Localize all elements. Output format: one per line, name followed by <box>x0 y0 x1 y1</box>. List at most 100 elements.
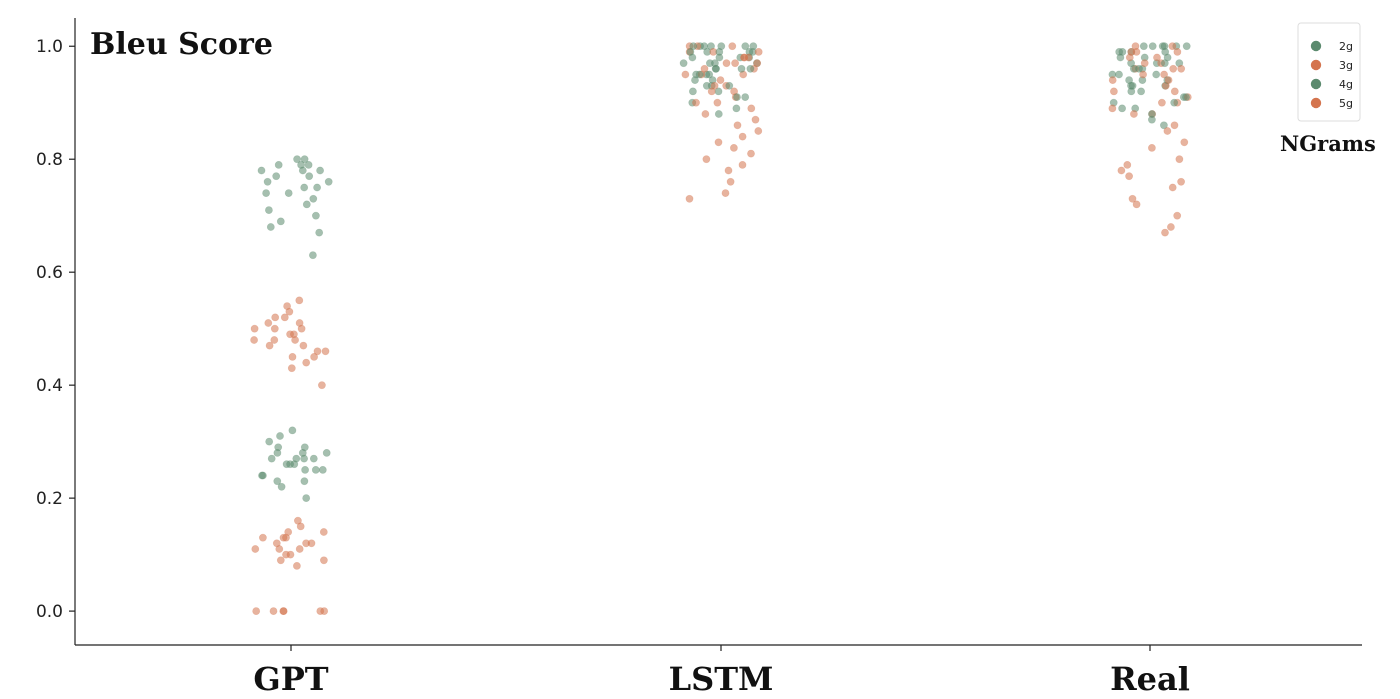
data-point <box>1173 211 1182 220</box>
data-point <box>1117 166 1126 175</box>
data-point <box>264 319 273 327</box>
data-point <box>317 381 326 390</box>
data-point <box>250 324 259 333</box>
data-point <box>1182 93 1190 101</box>
data-point <box>273 477 282 486</box>
data-point <box>1170 121 1179 130</box>
data-point <box>287 364 296 373</box>
x-category-label: GPT <box>253 660 328 698</box>
points-layer <box>250 42 1192 615</box>
legend-items: 2g 3g 4g 5g <box>1310 40 1353 110</box>
data-point <box>1110 87 1118 96</box>
data-point <box>753 59 762 68</box>
data-point <box>297 324 306 333</box>
data-point <box>705 70 714 79</box>
y-ticks: 0.0 0.2 0.4 0.6 0.8 1.0 <box>36 37 75 622</box>
data-point <box>712 64 720 73</box>
data-point <box>270 336 279 344</box>
data-point <box>283 302 291 310</box>
data-point <box>1158 98 1166 107</box>
data-point <box>706 59 714 68</box>
data-point <box>267 454 276 463</box>
data-point <box>1128 81 1137 90</box>
data-point <box>689 87 697 96</box>
data-point <box>263 177 272 186</box>
legend-marker <box>1310 78 1322 90</box>
data-point <box>731 59 739 68</box>
data-point <box>754 127 763 135</box>
data-point <box>288 352 297 361</box>
data-point <box>1115 70 1123 79</box>
data-point <box>728 42 737 51</box>
data-point <box>721 189 730 197</box>
data-point <box>313 347 322 356</box>
data-point <box>702 155 711 164</box>
data-point <box>1169 64 1178 73</box>
data-point <box>733 93 741 101</box>
data-point <box>1118 48 1127 56</box>
data-point <box>286 330 294 339</box>
data-point <box>274 443 283 452</box>
data-point <box>1140 59 1149 68</box>
data-point <box>1129 64 1138 73</box>
data-point <box>1164 76 1173 84</box>
data-point <box>269 607 278 615</box>
x-category-label: LSTM <box>669 660 774 698</box>
data-point <box>741 93 750 101</box>
data-point <box>1173 48 1182 56</box>
data-point <box>1177 177 1185 186</box>
data-point <box>257 166 266 175</box>
data-point <box>1158 42 1167 51</box>
data-point <box>1137 87 1145 96</box>
data-point <box>740 53 748 62</box>
data-point <box>714 110 723 118</box>
data-point <box>302 539 310 548</box>
data-point <box>726 177 735 186</box>
data-point <box>274 160 283 169</box>
data-point <box>276 556 285 565</box>
data-point <box>1139 70 1147 79</box>
data-point <box>279 607 288 615</box>
data-point <box>308 251 317 260</box>
data-point <box>320 607 329 615</box>
data-point <box>1161 228 1169 237</box>
data-point <box>251 545 260 553</box>
data-point <box>264 206 273 214</box>
data-point <box>730 143 738 152</box>
data-point <box>1127 48 1136 56</box>
data-point <box>695 70 704 79</box>
data-point <box>1125 172 1133 181</box>
data-point <box>302 358 311 367</box>
data-point <box>316 166 324 175</box>
data-point <box>1167 223 1175 231</box>
data-point <box>722 59 731 68</box>
data-point <box>318 465 327 474</box>
data-point <box>679 59 688 68</box>
data-point <box>1108 104 1117 113</box>
data-point <box>685 194 694 203</box>
data-point <box>1128 194 1137 203</box>
data-point <box>258 471 266 480</box>
data-point <box>749 42 758 51</box>
data-point <box>1168 183 1177 192</box>
y-tick-label: 0.4 <box>36 376 63 396</box>
data-point <box>311 465 320 474</box>
data-point <box>276 432 284 440</box>
data-point <box>262 189 270 197</box>
data-point <box>293 155 301 164</box>
data-point <box>747 149 755 158</box>
data-point <box>265 341 274 350</box>
data-point <box>265 437 274 446</box>
data-point <box>313 183 321 192</box>
data-point <box>300 155 309 164</box>
data-point <box>725 81 734 90</box>
data-point <box>1118 104 1126 113</box>
y-tick-label: 0.2 <box>36 489 63 509</box>
data-point <box>1160 121 1168 130</box>
legend: 2g 3g 4g 5g NGrams <box>1280 22 1376 156</box>
data-point <box>290 460 299 469</box>
data-point <box>277 482 286 491</box>
y-tick-label: 1.0 <box>36 37 63 57</box>
legend-marker <box>1310 59 1322 71</box>
data-point <box>310 352 318 361</box>
